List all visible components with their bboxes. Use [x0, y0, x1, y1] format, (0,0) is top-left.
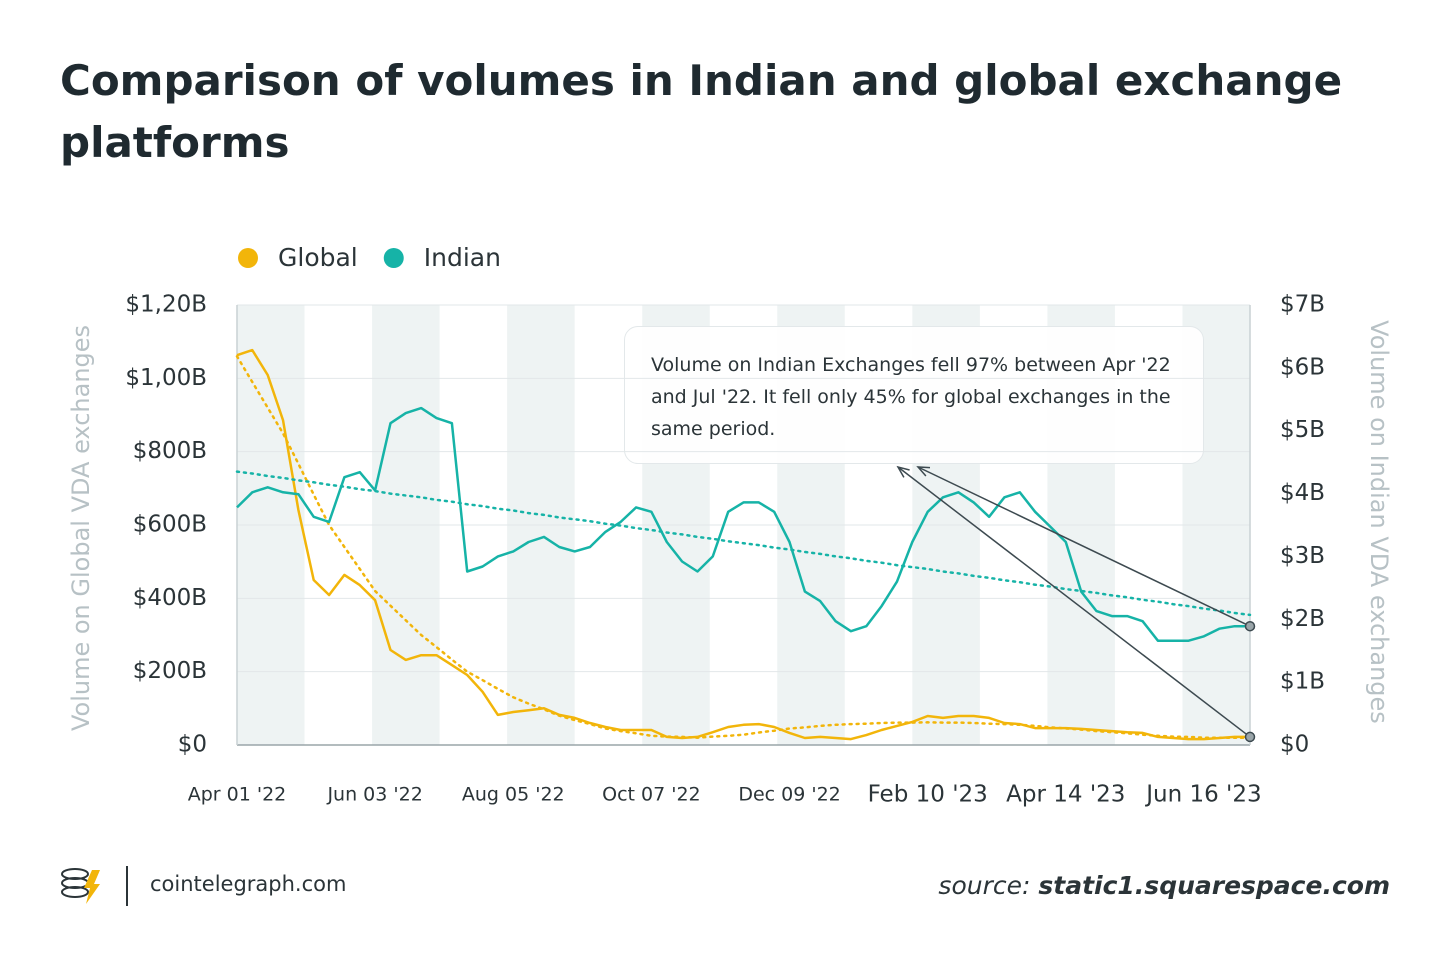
x-tick-label: Jun 16 '23 [1144, 782, 1261, 808]
annotation: Volume on Indian Exchanges fell 97% betw… [624, 326, 1204, 464]
y2-tick-label: $5B [1280, 417, 1325, 443]
y2-tick-label: $7B [1280, 292, 1325, 318]
x-tick-label: Aug 05 '22 [462, 784, 565, 806]
source-value: static1.squarespace.com [1038, 871, 1390, 900]
y2-axis-title: Volume on Indian VDA exchanges [1365, 320, 1393, 724]
source-label: source: [938, 871, 1030, 900]
arrow [897, 466, 1251, 738]
legend-marker [383, 248, 404, 268]
y2-tick-label: $4B [1280, 480, 1325, 506]
y2-tick-label: $3B [1280, 543, 1325, 569]
legend-marker [238, 248, 258, 268]
y-tick-label: $0 [178, 732, 207, 758]
y-tick-label: $200B [133, 658, 207, 684]
y-tick-label: $600B [133, 512, 207, 538]
y-tick-label: $1,20B [125, 292, 207, 318]
x-tick-label: Jun 03 '22 [326, 784, 422, 806]
series-line [236, 348, 1250, 741]
series-line [236, 406, 1250, 642]
annotation-box: Volume on Indian Exchanges fell 97% betw… [624, 326, 1204, 464]
arrow-end [1244, 731, 1256, 743]
y2-tick-label: $6B [1280, 354, 1325, 380]
x-tick-label: Oct 07 '22 [602, 784, 701, 806]
y2-tick-label: $0 [1280, 732, 1309, 758]
x-tick-label: Feb 10 '23 [868, 782, 988, 808]
y-tick-label: $800B [133, 438, 207, 464]
y-axis-title: Volume on Global VDA exchanges [67, 325, 95, 731]
y-tick-label: $400B [133, 585, 207, 611]
logo [61, 866, 128, 906]
arrow [917, 466, 1251, 627]
arrow-head [916, 466, 931, 477]
x-tick-label: Apr 14 '23 [1006, 782, 1125, 808]
x-tick-label: Dec 09 '22 [738, 784, 840, 806]
x-tick-label: Apr 01 '22 [188, 784, 287, 806]
y-tick-label: $1,00B [125, 365, 207, 391]
source: source: static1.squarespace.com [938, 871, 1390, 900]
legend-label: Indian [424, 243, 501, 272]
chart-title: Comparison of volumes in Indian and glob… [60, 56, 1343, 167]
y2-tick-label: $1B [1280, 669, 1325, 695]
arrow-end [1244, 620, 1256, 632]
title-box: Comparison of volumes in Indian and glob… [60, 56, 1343, 167]
y2-tick-label: $2B [1280, 606, 1325, 632]
arrow-head [896, 465, 910, 478]
brand: cointelegraph.com [150, 872, 346, 896]
legend-label: Global [278, 243, 358, 272]
